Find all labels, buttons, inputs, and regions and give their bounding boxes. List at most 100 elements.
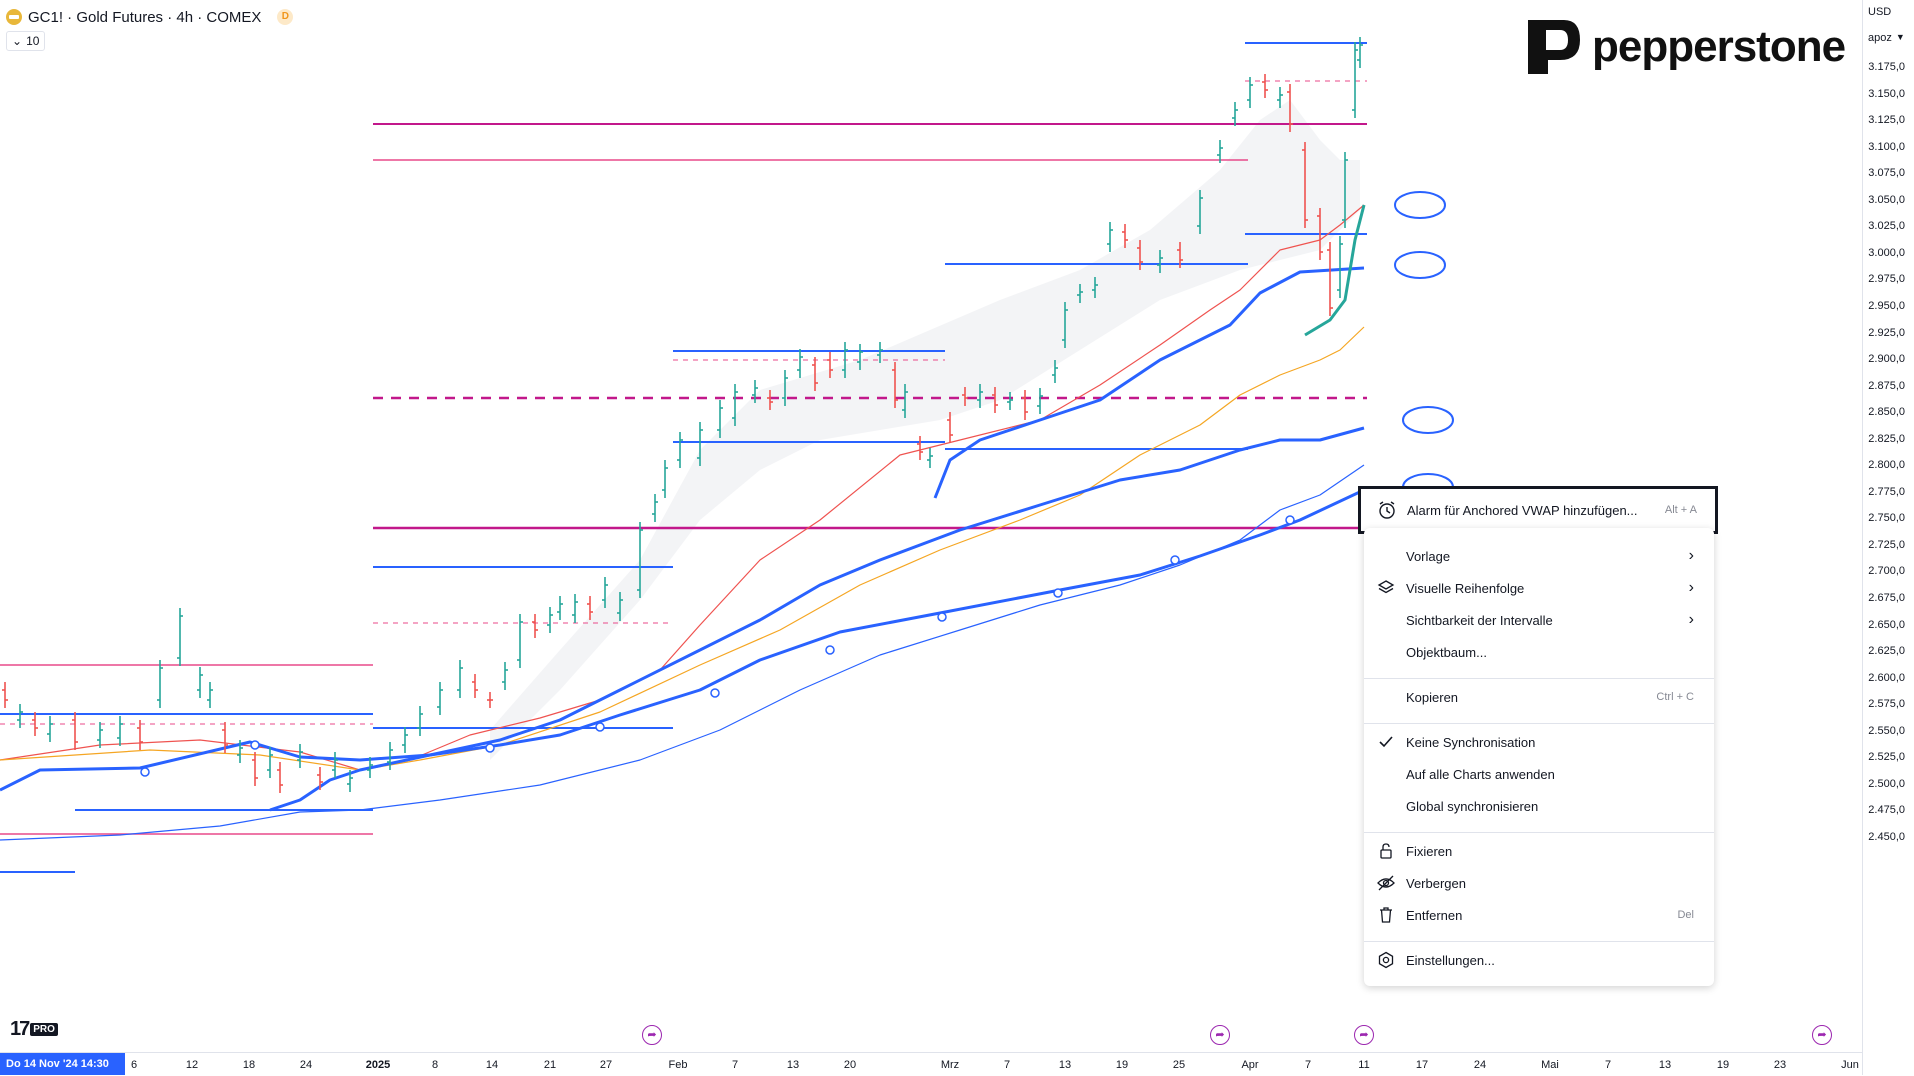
menu-item-object-tree[interactable]: Objektbaum...: [1364, 638, 1714, 666]
event-marker-icon[interactable]: ➦: [1210, 1025, 1230, 1045]
price-tick: 3.150,0: [1868, 87, 1905, 100]
menu-item-no-sync[interactable]: Keine Synchronisation: [1364, 728, 1714, 756]
price-tick: 2.950,0: [1868, 299, 1905, 312]
vwap-anchor-point: [1053, 588, 1063, 598]
checkmark-icon: [1376, 732, 1396, 752]
menu-item-label: Global synchronisieren: [1406, 798, 1539, 814]
menu-item-template[interactable]: Vorlage ›: [1364, 542, 1714, 570]
time-tick: 7: [731, 1059, 739, 1071]
vwap-anchor-point: [595, 722, 605, 732]
volume-value: 10: [26, 34, 40, 48]
vwap-current-line: [1304, 204, 1366, 337]
menu-item-global-sync[interactable]: Global synchronisieren: [1364, 792, 1714, 820]
time-tick: 25: [1172, 1059, 1186, 1071]
menu-item-copy[interactable]: Kopieren Ctrl + C: [1364, 683, 1714, 711]
ellipse-annotation: [1402, 406, 1454, 434]
menu-item-apply-all[interactable]: Auf alle Charts anwenden: [1364, 760, 1714, 788]
price-tick: 3.075,0: [1868, 167, 1905, 180]
menu-separator: [1364, 832, 1714, 833]
price-tick: 2.750,0: [1868, 512, 1905, 525]
menu-item-label: Verbergen: [1406, 875, 1466, 891]
price-tick: 2.475,0: [1868, 804, 1905, 817]
scale-mode-label: apoz: [1868, 32, 1892, 44]
menu-separator: [1364, 678, 1714, 679]
time-tick: 18: [242, 1059, 256, 1071]
time-tick: 7: [1304, 1059, 1312, 1071]
add-alert-shortcut: Alt + A: [1664, 504, 1697, 516]
vwap-thin-line: [0, 464, 1365, 841]
event-marker-icon[interactable]: ➦: [1812, 1025, 1832, 1045]
time-tick: 19: [1115, 1059, 1129, 1071]
price-tick: 2.650,0: [1868, 618, 1905, 631]
time-axis[interactable]: 6 12 18 24 2025 8 14 21 27 Feb 7 13 20 Mrz 7 13 19 25 Apr 7…: [0, 1052, 1862, 1076]
eye-off-icon: [1376, 873, 1396, 893]
time-tick: 12: [185, 1059, 199, 1071]
currency-label[interactable]: USD: [1868, 6, 1892, 18]
price-tick: 2.800,0: [1868, 459, 1905, 472]
time-tick: 13: [1058, 1059, 1072, 1071]
scale-mode[interactable]: apoz ▼: [1862, 32, 1914, 44]
menu-item-visual-order[interactable]: Visuelle Reihenfolge ›: [1364, 574, 1714, 602]
context-menu: Vorlage › Visuelle Reihenfolge › Sichtba…: [1364, 528, 1714, 986]
menu-item-label: Einstellungen...: [1406, 952, 1495, 968]
price-tick: 3.000,0: [1868, 246, 1905, 259]
event-marker-icon[interactable]: ➦: [1354, 1025, 1374, 1045]
chevron-down-icon: ▼: [1895, 32, 1905, 42]
tradingview-logo[interactable]: 17 PRO: [10, 1018, 58, 1041]
time-tick: Mai: [1541, 1059, 1559, 1071]
menu-item-label: Objektbaum...: [1406, 644, 1487, 660]
price-tick: 2.625,0: [1868, 645, 1905, 658]
price-axis[interactable]: 3.175,0 3.150,0 3.125,0 3.100,0 3.075,0 3.050…: [1862, 0, 1914, 1075]
event-marker-icon[interactable]: ➦: [642, 1025, 662, 1045]
pro-badge: PRO: [30, 1023, 58, 1036]
vwap-anchor-point: [710, 688, 720, 698]
price-tick: 2.500,0: [1868, 777, 1905, 790]
vwap-anchor-point: [140, 767, 150, 777]
menu-item-label: Fixieren: [1406, 843, 1453, 859]
vwap-anchor-point: [937, 612, 947, 622]
menu-separator: [1364, 723, 1714, 724]
volume-toggle[interactable]: ⌄ 10: [6, 31, 46, 51]
time-cursor-label: Do 14 Nov '24 14:30: [0, 1053, 125, 1075]
time-tick: 21: [543, 1059, 557, 1071]
symbol-header[interactable]: GC1! · Gold Futures · 4h · COMEX D: [6, 6, 294, 28]
price-tick: 2.725,0: [1868, 538, 1905, 551]
pepperstone-logo: pepperstone: [1524, 16, 1846, 78]
price-tick: 2.975,0: [1868, 273, 1905, 286]
time-tick: 11: [1358, 1059, 1370, 1071]
menu-item-remove[interactable]: Entfernen Del: [1364, 901, 1714, 929]
ellipse-annotation: [1394, 191, 1446, 219]
price-tick: 3.050,0: [1868, 193, 1905, 206]
data-badge[interactable]: D: [277, 9, 294, 25]
anchored-vwap-line: [269, 426, 1365, 812]
time-tick: 7: [1604, 1059, 1612, 1071]
menu-item-label: Visuelle Reihenfolge: [1406, 580, 1525, 596]
anchored-vwap-line: [933, 266, 1365, 499]
ellipse-annotation: [1394, 251, 1446, 279]
moving-average-red: [0, 204, 1365, 771]
time-tick: 13: [786, 1059, 800, 1071]
vwap-anchor-point: [250, 740, 260, 750]
menu-item-interval-visibility[interactable]: Sichtbarkeit der Intervalle ›: [1364, 606, 1714, 634]
price-tick: 2.775,0: [1868, 485, 1905, 498]
vwap-anchor-point: [1170, 555, 1180, 565]
chevron-right-icon: ›: [1688, 611, 1694, 628]
time-tick: 24: [299, 1059, 313, 1071]
time-tick: 23: [1773, 1059, 1787, 1071]
menu-item-hide[interactable]: Verbergen: [1364, 869, 1714, 897]
time-tick: 6: [130, 1059, 138, 1071]
tv-logo-mark: 17: [10, 1018, 30, 1040]
menu-item-label: Auf alle Charts anwenden: [1406, 766, 1555, 782]
add-alert-menu-item[interactable]: Alarm für Anchored VWAP hinzufügen... Al…: [1358, 486, 1718, 534]
trash-icon: [1376, 905, 1396, 925]
menu-item-lock[interactable]: Fixieren: [1364, 837, 1714, 865]
time-tick: Apr: [1241, 1059, 1259, 1071]
menu-item-label: Sichtbarkeit der Intervalle: [1406, 612, 1553, 628]
price-tick: 2.875,0: [1868, 379, 1905, 392]
chevron-right-icon: ›: [1688, 579, 1694, 596]
layers-icon: [1376, 578, 1396, 598]
price-tick: 2.675,0: [1868, 592, 1905, 604]
menu-item-settings[interactable]: Einstellungen...: [1364, 946, 1714, 974]
brand-name: pepperstone: [1592, 22, 1846, 71]
